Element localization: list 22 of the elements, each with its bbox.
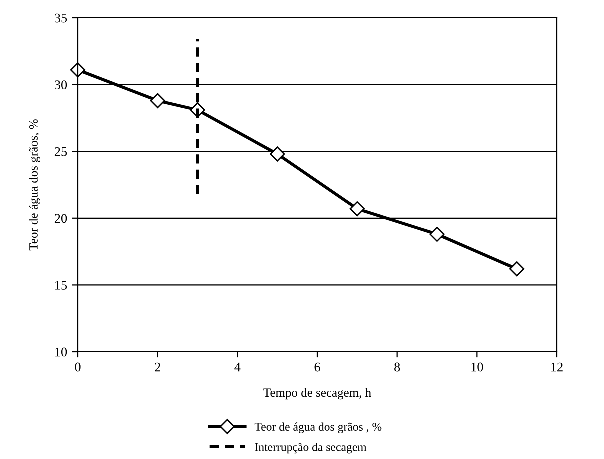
x-tick-label: 10 xyxy=(472,362,484,372)
legend-label: Interrupção da secagem xyxy=(255,442,367,454)
y-tick-label: 10 xyxy=(56,348,68,357)
y-tick-label: 30 xyxy=(55,80,68,90)
x-tick-label: 6 xyxy=(314,362,320,372)
x-axis-title: Tempo de secagem, h xyxy=(264,388,372,400)
point xyxy=(270,146,286,162)
y-tick-label: 20 xyxy=(54,214,68,224)
y-tick-label: 15 xyxy=(56,281,68,290)
y-tick-label: 25 xyxy=(54,147,68,156)
x-tick-label: 4 xyxy=(234,362,241,372)
point xyxy=(150,93,166,108)
x-tick-label: 12 xyxy=(552,362,563,372)
y-axis-title: Teor de água dos grãos, % xyxy=(29,120,40,251)
y-tick-label: 35 xyxy=(55,14,68,23)
x-tick-label: 0 xyxy=(75,362,81,372)
point xyxy=(510,262,525,277)
point xyxy=(350,201,365,217)
x-tick-label: 8 xyxy=(394,362,400,372)
point xyxy=(430,226,445,242)
x-tick-label: 2 xyxy=(155,362,160,372)
legend-label: Teor de água dos grãos , % xyxy=(254,422,382,434)
